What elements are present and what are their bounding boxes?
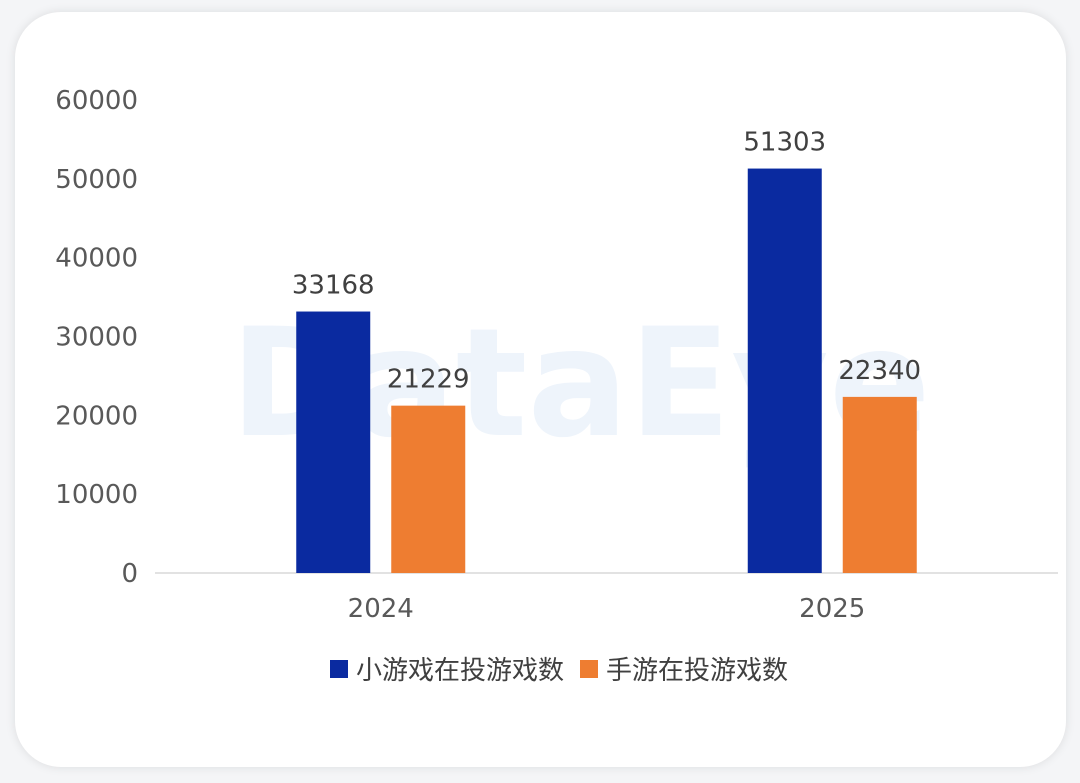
y-tick-label: 30000 — [55, 323, 138, 353]
y-tick-label: 50000 — [55, 165, 138, 195]
bar-value-label: 33168 — [292, 271, 375, 301]
bar-value-label: 22340 — [838, 356, 921, 386]
y-tick-label: 20000 — [55, 401, 138, 431]
x-tick-label: 2025 — [799, 594, 865, 624]
legend-label: 小游戏在投游戏数 — [356, 656, 564, 686]
y-tick-label: 0 — [121, 559, 138, 589]
bar — [296, 311, 371, 573]
y-axis: 0 10000 20000 30000 40000 50000 60000 — [55, 86, 138, 589]
legend-swatch — [580, 660, 598, 678]
chart-card — [15, 12, 1066, 767]
x-axis: 2024 2025 — [348, 594, 866, 624]
legend-label: 手游在投游戏数 — [606, 656, 788, 686]
bar — [747, 168, 822, 574]
bar-value-label: 51303 — [743, 128, 826, 158]
y-tick-label: 10000 — [55, 480, 138, 510]
bar-value-label: 21229 — [387, 365, 470, 395]
bars: 33168 21229 51303 22340 — [292, 128, 921, 574]
x-tick-label: 2024 — [348, 594, 414, 624]
bar — [391, 405, 466, 573]
legend-swatch — [330, 660, 348, 678]
y-tick-label: 60000 — [55, 86, 138, 116]
legend: 小游戏在投游戏数 手游在投游戏数 — [330, 656, 788, 686]
bar — [842, 396, 917, 573]
y-tick-label: 40000 — [55, 244, 138, 274]
